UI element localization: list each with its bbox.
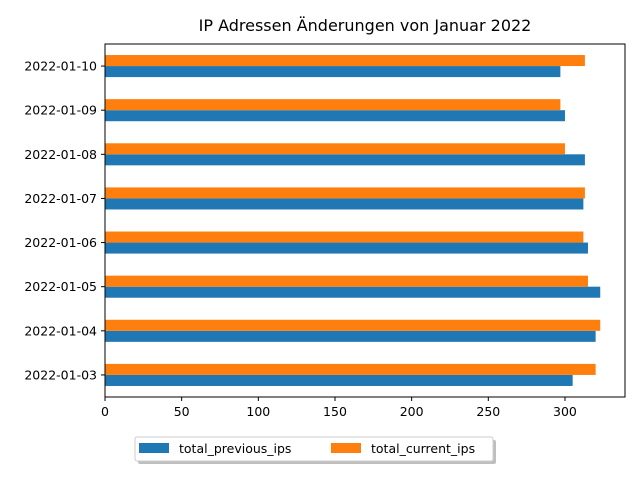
bar-total-current-ips-2022-01-09	[105, 99, 561, 111]
legend-swatch-total-current-ips	[331, 443, 361, 453]
bar-total-previous-ips-2022-01-06	[105, 242, 588, 254]
y-tick-label: 2022-01-03	[24, 367, 97, 382]
axes-group	[104, 43, 626, 398]
x-tick-label: 0	[101, 404, 109, 419]
bar-total-current-ips-2022-01-10	[105, 55, 585, 67]
bar-total-current-ips-2022-01-07	[105, 187, 585, 199]
x-tick-label: 250	[476, 404, 500, 419]
y-ticks-group: 2022-01-03 2022-01-04 2022-01-05 2022-01-06…	[24, 59, 105, 382]
x-tick-label: 150	[323, 404, 347, 419]
bar-total-previous-ips-2022-01-07	[105, 198, 584, 210]
x-tick-label: 200	[400, 404, 424, 419]
legend-box	[134, 436, 494, 462]
bar-total-current-ips-2022-01-03	[105, 363, 596, 375]
chart-title: IP Adressen Änderungen von Januar 2022	[199, 16, 532, 35]
bar-total-previous-ips-2022-01-03	[105, 374, 573, 386]
bar-total-previous-ips-2022-01-09	[105, 110, 565, 122]
y-tick-label: 2022-01-09	[24, 103, 97, 118]
bar-total-previous-ips-2022-01-08	[105, 154, 585, 166]
x-tick-label: 50	[174, 404, 190, 419]
bar-total-current-ips-2022-01-08	[105, 143, 565, 155]
y-tick-label: 2022-01-06	[24, 235, 97, 250]
plot-frame	[104, 43, 626, 398]
y-tick-label: 2022-01-08	[24, 147, 97, 162]
y-tick-label: 2022-01-04	[24, 323, 97, 338]
bar-total-previous-ips-2022-01-10	[105, 66, 561, 78]
bar-total-current-ips-2022-01-05	[105, 275, 588, 287]
bar-total-current-ips-2022-01-04	[105, 319, 601, 331]
bar-total-previous-ips-2022-01-04	[105, 330, 596, 342]
bars-group	[105, 55, 601, 386]
bar-total-previous-ips-2022-01-05	[105, 286, 601, 298]
legend-swatch-total-previous-ips	[139, 443, 169, 453]
legend-label-total-previous-ips: total_previous_ips	[179, 441, 291, 456]
x-tick-label: 100	[246, 404, 270, 419]
y-tick-label: 2022-01-10	[24, 59, 97, 74]
x-tick-label: 300	[553, 404, 577, 419]
legend-label-total-current-ips: total_current_ips	[371, 441, 475, 456]
y-tick-label: 2022-01-05	[24, 279, 97, 294]
y-tick-label: 2022-01-07	[24, 191, 97, 206]
bar-total-current-ips-2022-01-06	[105, 231, 584, 243]
x-ticks-group: 0 50 100 150 200 250 300	[101, 397, 577, 419]
legend: total_previous_ips total_current_ips	[134, 436, 496, 464]
